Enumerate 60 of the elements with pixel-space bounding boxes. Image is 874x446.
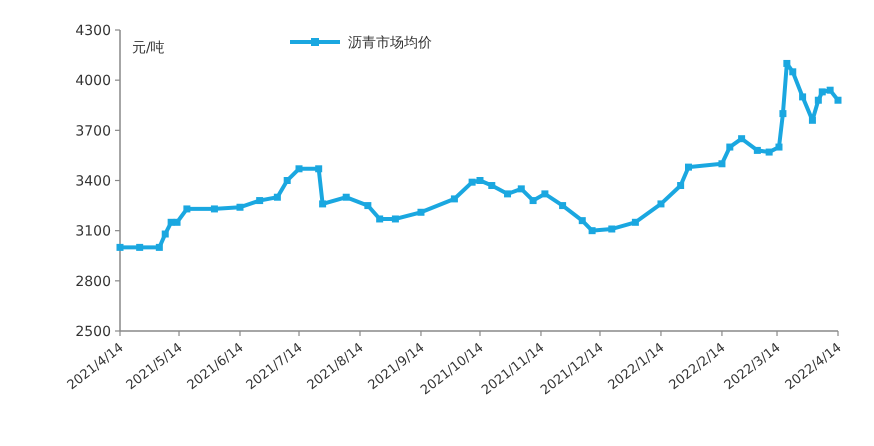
point [588, 227, 596, 234]
point [296, 165, 303, 172]
point [834, 96, 842, 104]
point [256, 197, 264, 204]
point [183, 205, 190, 212]
point [284, 177, 291, 184]
point [578, 217, 586, 224]
point [718, 160, 726, 168]
point [783, 60, 790, 67]
point [392, 215, 399, 222]
point [116, 244, 124, 251]
point [754, 146, 761, 154]
y-tick-label: 3700 [75, 123, 111, 140]
point [766, 148, 773, 156]
point [608, 225, 616, 232]
point [342, 194, 350, 201]
point [789, 68, 796, 76]
point [818, 88, 826, 96]
point [315, 165, 322, 172]
point [657, 200, 664, 208]
point [677, 182, 684, 190]
point [814, 96, 822, 104]
point [156, 244, 163, 251]
point [162, 230, 169, 238]
point [174, 218, 181, 226]
y-tick-label: 2500 [75, 324, 111, 340]
point [476, 177, 484, 184]
point [236, 204, 244, 211]
point [775, 144, 782, 151]
point [274, 194, 281, 201]
point [518, 185, 525, 192]
point [450, 195, 458, 202]
point [376, 215, 384, 222]
point [685, 164, 692, 171]
point [364, 202, 372, 210]
point [799, 93, 806, 100]
y-tick-label: 4300 [75, 23, 111, 39]
legend: 沥青市场均价 [290, 35, 432, 51]
legend-label: 沥青市场均价 [348, 35, 432, 51]
point [468, 178, 476, 186]
point [136, 244, 144, 251]
point [726, 144, 734, 151]
point [632, 218, 639, 226]
point [779, 110, 786, 118]
point [504, 190, 512, 198]
point [530, 197, 537, 204]
y-tick-label: 3400 [75, 174, 111, 190]
point [541, 190, 548, 198]
y-tick-label: 2800 [75, 274, 111, 290]
point [319, 200, 326, 208]
point [417, 208, 424, 216]
y-axis-title: 元/吨 [132, 40, 165, 56]
point [559, 202, 566, 210]
y-tick-label: 3100 [75, 224, 111, 240]
point [826, 86, 834, 94]
point [808, 116, 816, 124]
point [488, 182, 496, 190]
point [738, 135, 746, 142]
point [210, 205, 218, 212]
y-tick-label: 4000 [75, 73, 111, 90]
